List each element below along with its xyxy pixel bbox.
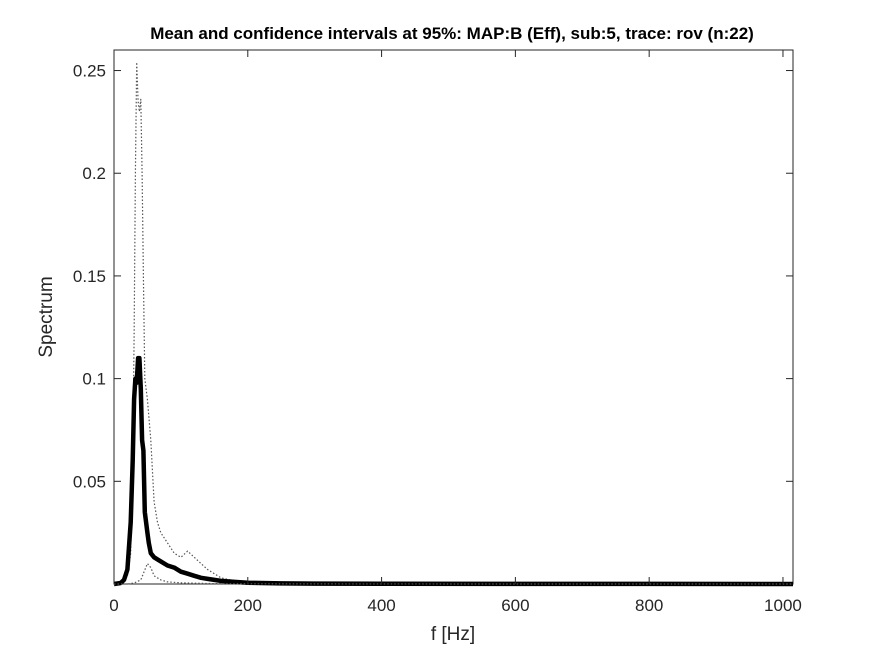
chart-title: Mean and confidence intervals at 95%: MA… bbox=[150, 24, 754, 43]
y-tick-label: 0.05 bbox=[73, 472, 106, 491]
plot-area bbox=[113, 49, 794, 585]
plot-series bbox=[113, 61, 794, 587]
axis-ticks bbox=[113, 50, 793, 584]
y-tick-label: 0.25 bbox=[73, 62, 106, 81]
y-tick-label: 0.2 bbox=[82, 164, 106, 183]
x-tick-label: 1000 bbox=[764, 596, 802, 615]
y-tick-label: 0.1 bbox=[82, 370, 106, 389]
tick-labels: 0 200 400 600 800 1000 0.05 0.1 0.15 0.2 0.25 bbox=[73, 62, 802, 615]
x-tick-label: 600 bbox=[501, 596, 529, 615]
x-axis-label: f [Hz] bbox=[431, 624, 475, 645]
x-tick-label: 200 bbox=[234, 596, 262, 615]
x-tick-label: 0 bbox=[109, 596, 118, 615]
y-axis-label: Spectrum bbox=[36, 276, 57, 357]
y-tick-label: 0.15 bbox=[73, 267, 106, 286]
x-tick-label: 800 bbox=[635, 596, 663, 615]
series-line-lower bbox=[114, 562, 793, 585]
series-line-mean bbox=[113, 355, 794, 587]
series-line-upper bbox=[113, 61, 794, 585]
x-tick-label: 400 bbox=[367, 596, 395, 615]
